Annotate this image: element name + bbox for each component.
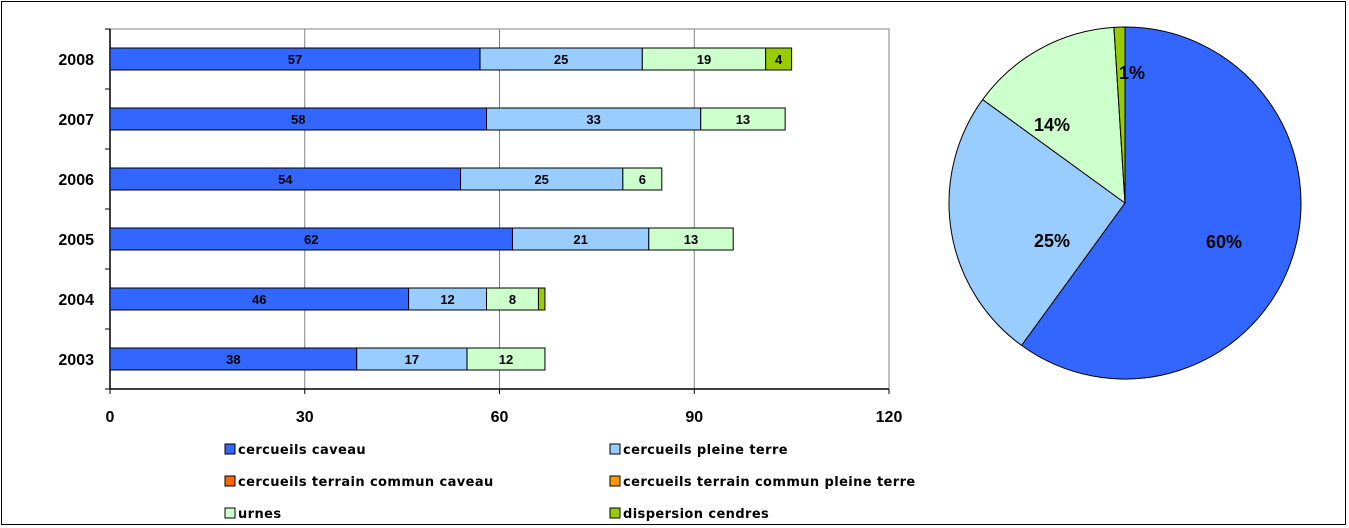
data-label: 62	[304, 232, 318, 247]
pie-label: 1%	[1119, 63, 1145, 83]
pie-label: 60%	[1206, 232, 1242, 252]
legend-item: urnes	[224, 507, 281, 522]
legend-swatch	[224, 507, 236, 519]
bar-segment	[537, 287, 546, 311]
legend: cercueils caveau cercueils pleine terre ce…	[224, 443, 916, 522]
data-label: 58	[291, 112, 305, 127]
y-tick-label: 2004	[58, 292, 94, 309]
legend-swatch	[609, 475, 621, 487]
pie-slice	[948, 98, 1126, 347]
data-label: 13	[684, 232, 698, 247]
y-tick-label: 2008	[58, 52, 94, 69]
data-label: 54	[278, 172, 293, 187]
data-label: 33	[586, 112, 600, 127]
data-label: 19	[697, 52, 711, 67]
legend-label: cercueils caveau	[238, 443, 366, 458]
bar-segment	[648, 227, 734, 251]
legend-swatch	[609, 507, 621, 519]
data-label: 13	[736, 112, 750, 127]
data-label: 25	[534, 172, 548, 187]
bar-chart: 0 30 60 90 120 2008 57 25 19 4 2007 58 33 13 2006 54 25 6…	[58, 28, 903, 426]
data-label: 57	[288, 52, 302, 67]
data-label: 38	[226, 352, 240, 367]
pie-slice	[1113, 26, 1126, 204]
x-tick-label: 30	[296, 409, 314, 426]
legend-label: cercueils pleine terre	[623, 443, 788, 458]
bar-segment	[765, 47, 793, 71]
y-tick-label: 2006	[58, 172, 94, 189]
y-tick-label: 2003	[58, 352, 94, 369]
y-tick-label: 2005	[58, 232, 94, 249]
x-tick-label: 120	[876, 409, 903, 426]
legend-label: cercueils terrain commun caveau	[238, 475, 494, 490]
bar-segment	[700, 107, 786, 131]
legend-swatch	[224, 475, 236, 487]
data-label: 8	[509, 292, 516, 307]
bar-segment	[466, 347, 546, 371]
legend-item: cercueils pleine terre	[609, 443, 788, 458]
x-tick-label: 90	[685, 409, 703, 426]
legend-item: cercueils terrain commun caveau	[224, 475, 494, 490]
data-label: 6	[639, 172, 646, 187]
legend-swatch	[224, 443, 236, 455]
pie-chart: 60% 25% 14% 1%	[948, 26, 1302, 380]
data-label: 21	[573, 232, 587, 247]
pie-slice	[981, 26, 1126, 205]
x-tick-label: 60	[491, 409, 509, 426]
data-label: 4	[775, 52, 783, 67]
legend-item: cercueils caveau	[224, 443, 366, 458]
pie-label: 25%	[1034, 231, 1070, 251]
x-tick-label: 0	[106, 409, 115, 426]
legend-item: dispersion cendres	[609, 507, 769, 522]
data-label: 25	[554, 52, 568, 67]
data-label: 17	[405, 352, 419, 367]
legend-label: dispersion cendres	[623, 507, 769, 522]
data-label: 12	[440, 292, 454, 307]
bar-segment	[622, 167, 663, 191]
legend-label: urnes	[238, 507, 281, 522]
legend-swatch	[609, 443, 621, 455]
legend-label: cercueils terrain commun pleine terre	[623, 475, 916, 490]
legend-item: cercueils terrain commun pleine terre	[609, 475, 916, 490]
y-tick-label: 2007	[58, 112, 94, 129]
pie-label: 14%	[1034, 115, 1070, 135]
data-label: 46	[252, 292, 266, 307]
data-label: 12	[499, 352, 513, 367]
pie-slice	[1020, 26, 1302, 380]
